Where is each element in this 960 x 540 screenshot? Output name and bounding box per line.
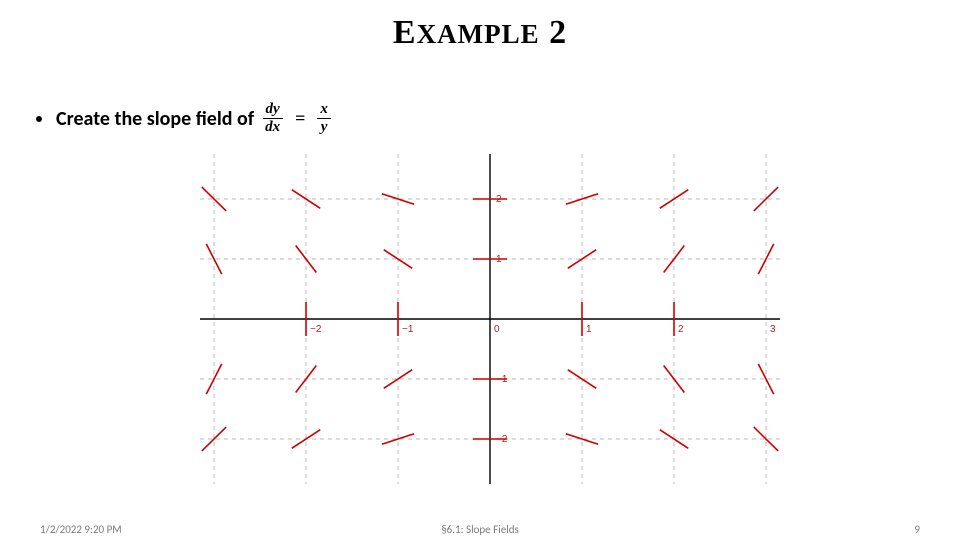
title-cap-1: E (393, 14, 417, 51)
fraction-den: y (318, 119, 331, 135)
slope-field-plot: −2−1012321−1−2 (200, 154, 780, 484)
fraction-num: x (317, 102, 331, 119)
title-small-1: XAMPLE (417, 19, 540, 49)
svg-text:−2: −2 (310, 324, 322, 335)
svg-text:1: 1 (586, 324, 592, 335)
footer-page: 9 (914, 523, 920, 536)
fraction-num: dy (263, 102, 283, 119)
slide-title: EXAMPLE 2 (0, 14, 960, 52)
prompt-text: Create the slope field of (56, 107, 254, 131)
svg-text:2: 2 (678, 324, 684, 335)
plot-svg: −2−1012321−1−2 (200, 154, 780, 484)
equals-sign: = (291, 108, 309, 129)
svg-text:3: 3 (770, 324, 776, 335)
slide-footer: 1/2/2022 9:20 PM §6.1: Slope Fields 9 (40, 523, 920, 536)
footer-center: §6.1: Slope Fields (441, 523, 519, 536)
bullet-icon (36, 116, 42, 122)
footer-date: 1/2/2022 9:20 PM (40, 523, 122, 536)
fraction-den: dx (262, 119, 283, 135)
svg-text:−1: −1 (402, 324, 414, 335)
fraction-x-y: x y (317, 102, 331, 135)
svg-text:0: 0 (494, 324, 500, 335)
title-cap-2: 2 (540, 14, 568, 51)
problem-prompt: Create the slope field of dy dx = x y (36, 102, 331, 135)
fraction-dy-dx: dy dx (262, 102, 283, 135)
